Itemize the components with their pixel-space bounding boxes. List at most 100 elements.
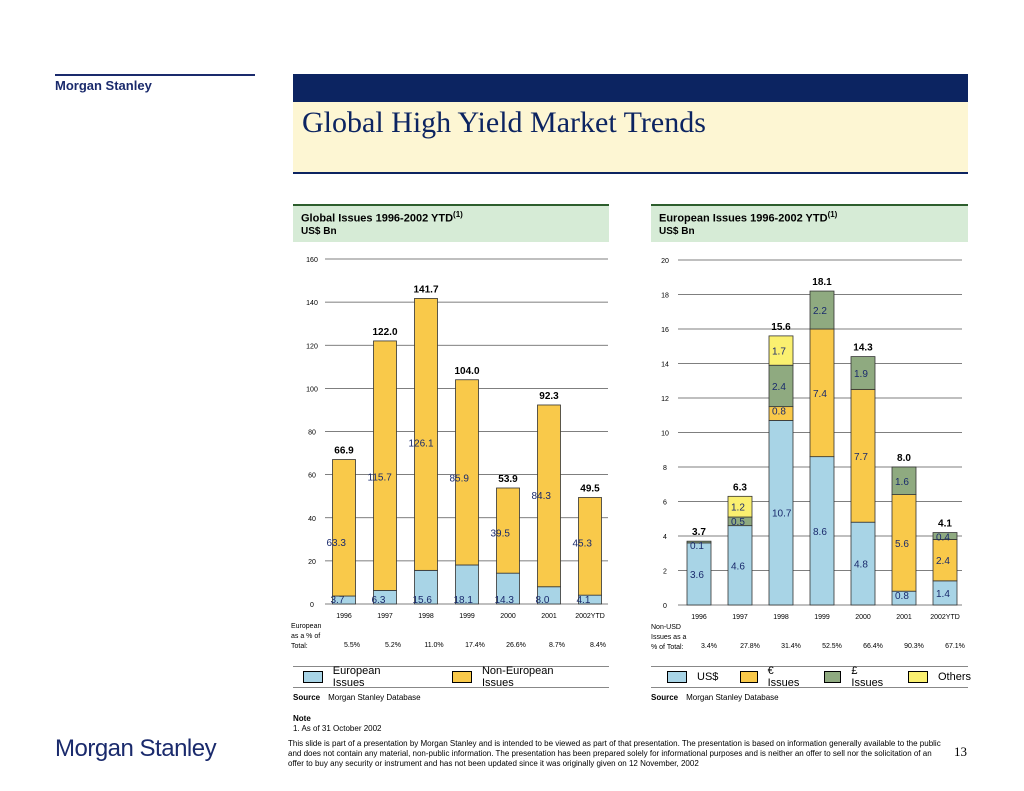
y-tick-label: 0 <box>663 603 667 610</box>
total-label: 18.1 <box>812 277 832 288</box>
data-label: 115.7 <box>368 473 393 484</box>
legend-swatch <box>667 671 687 683</box>
european-issues-chart: 0 2 4 6 8 10 12 14 16 18 20 3.6 0.1 3.7 1996 3.4% 4.6 0.5… <box>651 258 965 651</box>
data-label: 5.6 <box>895 539 909 550</box>
total-label: 49.5 <box>580 483 600 494</box>
bar-segment <box>455 379 479 566</box>
bar-segment <box>727 495 753 518</box>
bar-segment <box>332 459 356 597</box>
percent-value: 31.4% <box>781 643 801 650</box>
y-tick-label: 0 <box>310 602 314 609</box>
bar-segment <box>537 404 561 588</box>
total-label: 4.1 <box>938 519 952 530</box>
legend-label: Non-European Issues <box>481 665 554 689</box>
data-label: 10.7 <box>772 509 792 520</box>
percent-value: 66.4% <box>863 643 883 650</box>
x-tick-label: 1998 <box>418 613 434 620</box>
source-global: Source Morgan Stanley Database <box>293 693 421 702</box>
y-tick-label: 120 <box>306 343 318 350</box>
source-european: Source Morgan Stanley Database <box>651 693 779 702</box>
total-label: 53.9 <box>498 474 518 485</box>
data-label: 126.1 <box>409 438 434 449</box>
row-label: Total: <box>291 643 308 650</box>
panel-header-global: Global Issues 1996-2002 YTD(1) US$ Bn <box>293 204 609 242</box>
percent-value: 8.4% <box>590 642 606 649</box>
percent-value: 90.3% <box>904 643 924 650</box>
percent-value: 17.4% <box>465 642 485 649</box>
data-label: 15.6 <box>413 595 433 606</box>
legend-label: US$ <box>697 671 719 683</box>
data-label: 18.1 <box>454 595 474 606</box>
bar-segment <box>373 340 397 591</box>
x-tick-label: 1996 <box>336 613 352 620</box>
bar-segment <box>686 540 712 544</box>
note-label: Note <box>293 714 311 723</box>
bar-segment <box>850 521 876 606</box>
data-label: 3.6 <box>690 570 704 581</box>
legend-swatch <box>452 671 472 683</box>
data-label: 14.3 <box>495 595 515 606</box>
legend-european: US$ € Issues £ Issues Others <box>651 665 971 689</box>
x-tick-label: 1997 <box>732 614 748 621</box>
x-tick-label: 2001 <box>541 613 557 620</box>
x-tick-label: 2001 <box>896 614 912 621</box>
legend-item: € Issues <box>740 665 802 689</box>
panel-title: European Issues 1996-2002 YTD(1) <box>659 210 838 225</box>
panel-unit: US$ Bn <box>659 226 695 237</box>
data-label: 4.8 <box>854 560 868 571</box>
data-label: 4.1 <box>577 595 591 606</box>
legend-global: European Issues Non-European Issues <box>293 665 609 689</box>
disclaimer: This slide is part of a presentation by … <box>288 739 941 768</box>
data-label: 0.1 <box>690 541 704 552</box>
total-label: 92.3 <box>539 391 559 402</box>
data-label: 0.8 <box>895 591 909 602</box>
morgan-stanley-logo: Morgan Stanley <box>55 735 217 762</box>
percent-value: 3.4% <box>701 643 717 650</box>
percent-value: 26.6% <box>506 642 526 649</box>
total-label: 6.3 <box>733 482 747 493</box>
note-text: 1. As of 31 October 2002 <box>293 724 382 733</box>
row-label: % of Total: <box>651 644 684 651</box>
row-label: as a % of <box>291 633 320 640</box>
bar-segment <box>891 494 917 592</box>
panel-title: Global Issues 1996-2002 YTD(1) <box>301 210 463 225</box>
brand-rule <box>55 74 255 76</box>
data-label: 4.6 <box>731 561 745 572</box>
percent-value: 11.0% <box>424 642 443 649</box>
data-label: 6.3 <box>372 595 386 606</box>
legend-label: Others <box>937 671 971 683</box>
data-label: 8.6 <box>813 527 827 538</box>
data-label: 3.7 <box>331 595 345 606</box>
data-label: 2.2 <box>813 306 827 317</box>
data-label: 39.5 <box>491 529 511 540</box>
x-tick-label: 1996 <box>691 614 707 621</box>
y-tick-label: 12 <box>661 396 669 403</box>
x-tick-label: 2002YTD <box>575 613 605 620</box>
percent-value: 5.2% <box>385 642 401 649</box>
panel-header-european: European Issues 1996-2002 YTD(1) US$ Bn <box>651 204 968 242</box>
data-label: 85.9 <box>450 473 470 484</box>
total-label: 3.7 <box>692 527 706 538</box>
bar-segment <box>496 487 520 574</box>
legend-swatch <box>303 671 323 683</box>
bar-segment <box>414 298 438 571</box>
bar-segment <box>686 542 712 606</box>
x-tick-label: 1999 <box>814 614 830 621</box>
x-tick-label: 1999 <box>459 613 475 620</box>
bar-segment <box>932 532 958 540</box>
y-tick-label: 4 <box>663 534 667 541</box>
data-label: 84.3 <box>532 491 552 502</box>
legend-item: US$ <box>667 671 718 683</box>
legend-label: European Issues <box>332 665 381 689</box>
data-label: 1.7 <box>772 347 786 358</box>
bar-segment <box>850 356 876 390</box>
bar-segment <box>809 456 835 606</box>
data-label: 1.6 <box>895 477 909 488</box>
total-label: 14.3 <box>853 343 873 354</box>
x-tick-label: 2000 <box>500 613 516 620</box>
legend-label: € Issues <box>767 665 800 689</box>
brand-name: Morgan Stanley <box>55 78 152 93</box>
y-tick-label: 6 <box>663 500 667 507</box>
x-tick-label: 1997 <box>377 613 393 620</box>
y-tick-label: 14 <box>661 362 669 369</box>
